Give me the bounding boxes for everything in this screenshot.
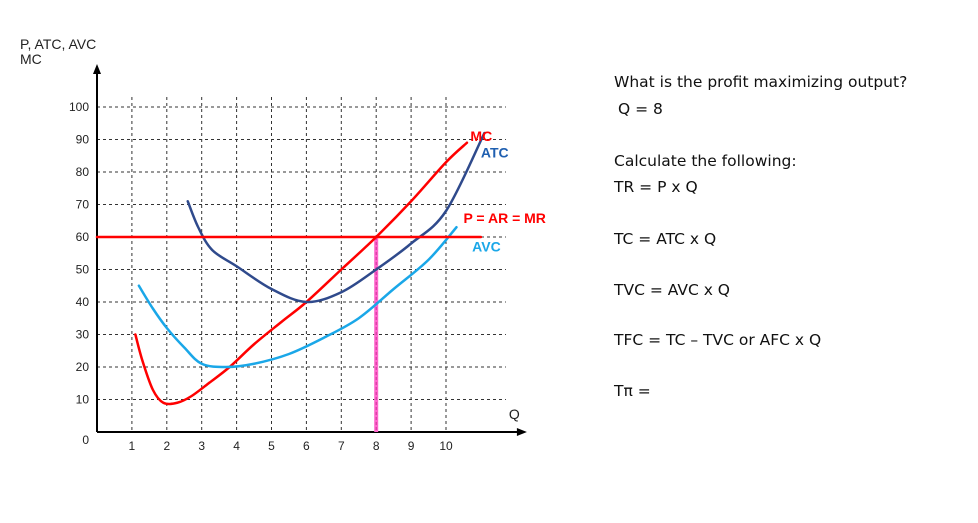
chart-axes: [93, 64, 527, 436]
y-axis-title-line-2: MC: [20, 51, 42, 67]
x-tick-label-8: 8: [373, 439, 380, 453]
x-tick-label-7: 7: [338, 439, 345, 453]
formula-tc: TC = ATC x Q: [614, 230, 717, 248]
origin-label: 0: [82, 433, 89, 447]
curve-label-mc: MC: [470, 128, 492, 144]
y-tick-label-20: 20: [76, 360, 90, 374]
answer-quantity: Q = 8: [618, 100, 663, 118]
formula-total-profit: Tπ =: [614, 382, 651, 400]
y-tick-label-70: 70: [76, 198, 90, 212]
formula-tr: TR = P x Q: [614, 178, 698, 196]
curve-label-avc: AVC: [472, 239, 501, 255]
series-line-atc: [186, 131, 486, 304]
chart-grid: [97, 97, 506, 432]
series-line-avc: [137, 226, 458, 369]
x-axis-arrow: [516, 428, 527, 436]
x-tick-label-6: 6: [303, 439, 310, 453]
y-tick-label-10: 10: [76, 393, 90, 407]
x-tick-label-4: 4: [233, 439, 240, 453]
x-axis-title: Q: [509, 406, 520, 422]
y-tick-label-50: 50: [76, 263, 90, 277]
question-calculate: Calculate the following:: [614, 152, 797, 170]
y-axis-arrow: [93, 64, 101, 74]
x-tick-label-9: 9: [408, 439, 415, 453]
x-tick-label-10: 10: [439, 439, 453, 453]
y-tick-label-90: 90: [76, 133, 90, 147]
y-tick-label-80: 80: [76, 165, 90, 179]
x-tick-label-1: 1: [129, 439, 136, 453]
formula-tvc: TVC = AVC x Q: [614, 281, 731, 299]
y-tick-label-60: 60: [76, 230, 90, 244]
x-tick-label-2: 2: [163, 439, 170, 453]
formula-tfc: TFC = TC – TVC or AFC x Q: [614, 331, 822, 349]
y-tick-label-30: 30: [76, 328, 90, 342]
chart-series: [95, 131, 486, 432]
curve-label-atc: ATC: [481, 144, 509, 160]
x-tick-label-5: 5: [268, 439, 275, 453]
series-line-mc: [134, 141, 469, 406]
x-tick-label-3: 3: [198, 439, 205, 453]
chart-tick-labels: 1 2 3 4 5 6 7 8 9 10 10 20 30 40 50 60 70 80 90 100 0: [69, 100, 453, 453]
curve-label-p-ar-mr: P = AR = MR: [463, 210, 545, 226]
y-tick-label-40: 40: [76, 295, 90, 309]
y-tick-label-100: 100: [69, 100, 89, 114]
question-profit-max: What is the profit maximizing output?: [614, 73, 908, 91]
y-axis-title-line-1: P, ATC, AVC: [20, 36, 96, 52]
